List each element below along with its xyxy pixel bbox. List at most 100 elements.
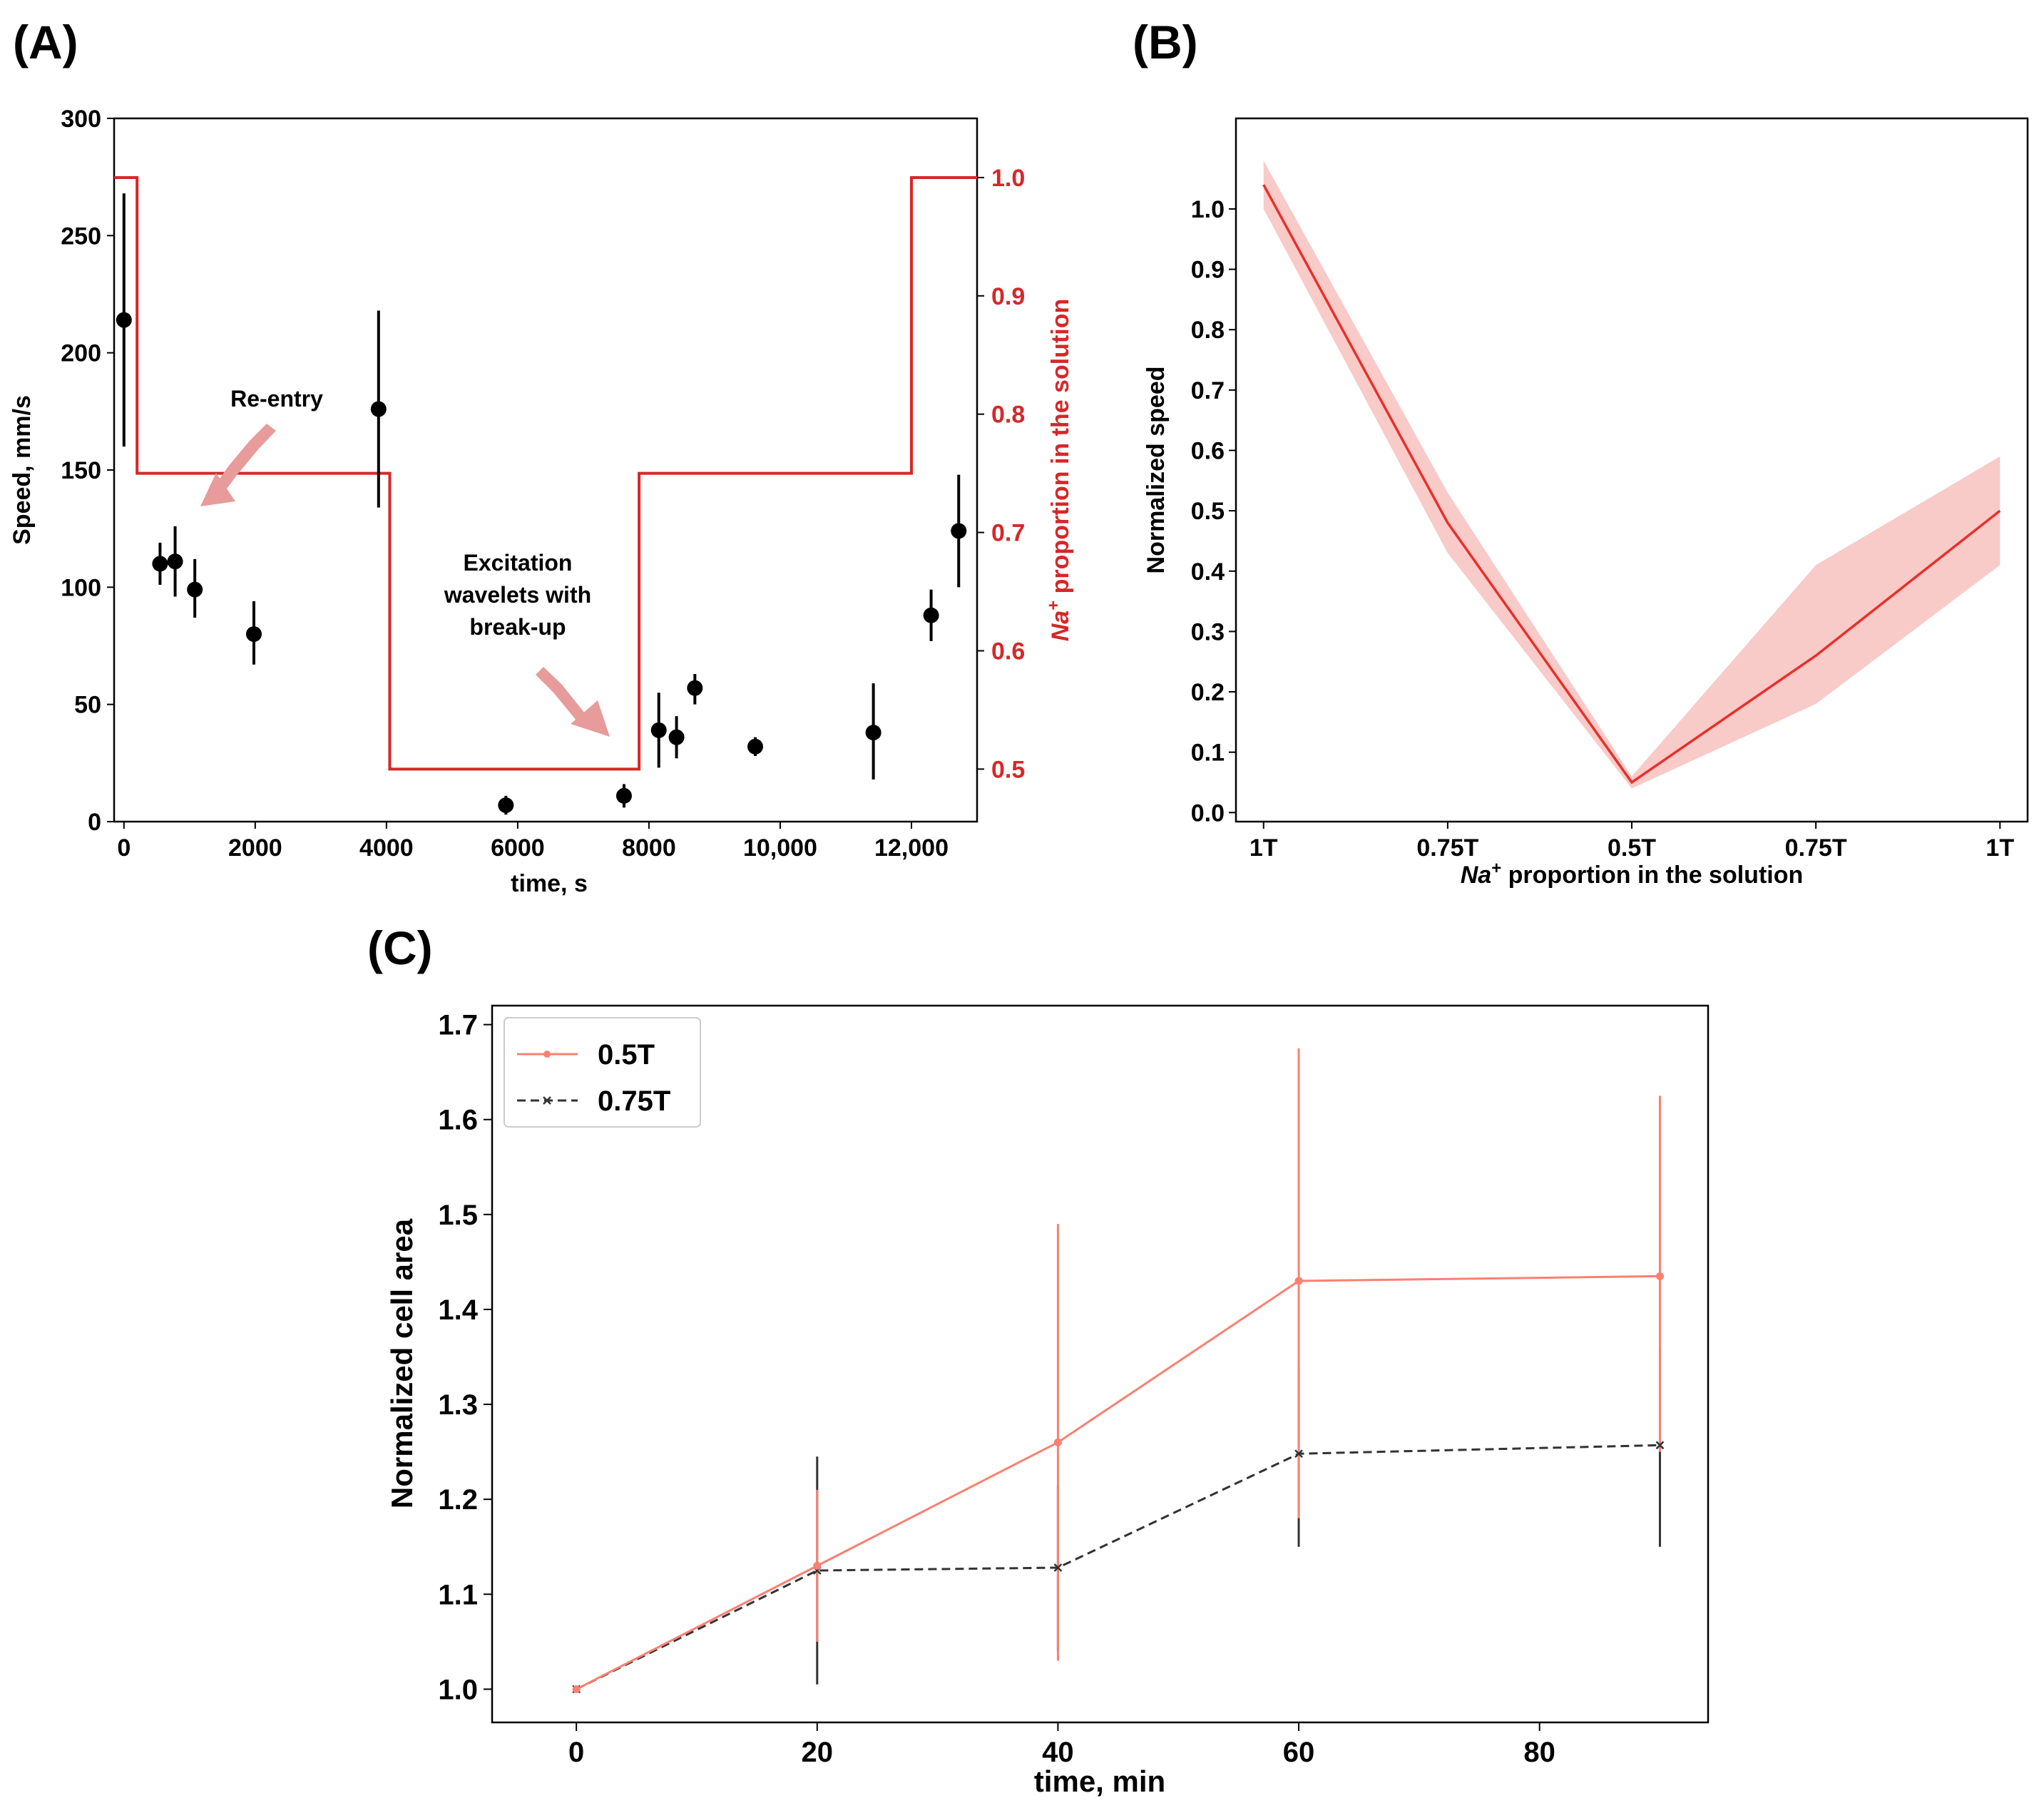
panel-a-y-axis-label: Speed, mm/s: [9, 395, 36, 545]
legend-marker-0-5t: [543, 1051, 551, 1058]
speed-point: [152, 556, 168, 572]
panel-a-frame: [113, 117, 978, 823]
panel-c-label: (C): [367, 921, 433, 974]
c-ytick-label: 1.0: [438, 1674, 478, 1705]
panel-b-x-label-na: Na: [1461, 862, 1491, 889]
panel-b-series: [1262, 160, 2001, 789]
panel-a-y2-label-sup: +: [1044, 601, 1063, 611]
c-xtick-label: 0: [568, 1737, 584, 1768]
c-xtick-label: 80: [1523, 1737, 1555, 1768]
panel-b-y-axis-label: Normalized speed: [1143, 367, 1170, 574]
panel-a-label: (A): [13, 16, 78, 68]
panel-c-ticks: 0 20 40 60 80 1.0 1.1 1.2 1.3 1.4 1.5 1.6 1.7: [438, 1010, 1555, 1768]
b-xtick-label: 1T: [1986, 834, 2014, 862]
re-entry-annotation: Re-entry: [230, 386, 323, 412]
c-ytick-label: 1.2: [438, 1484, 478, 1516]
a-y2tick-label: 0.6: [991, 638, 1025, 665]
b-xtick-label: 0.75T: [1785, 834, 1847, 862]
marker-0-75t: [1053, 1563, 1063, 1572]
b-ytick-label: 0.8: [1191, 317, 1225, 344]
speed-point: [167, 553, 183, 570]
panel-a-ticks: 0 2000 4000 6000 8000 10,000 12,000 0 50 100 150 20…: [61, 106, 1025, 862]
speed-confidence-band: [1263, 160, 2000, 789]
speed-point: [951, 523, 967, 539]
re-entry-arrow-head: [200, 473, 235, 506]
panel-b-x-axis-label: Na+ proportion in the solution: [1461, 859, 1804, 889]
speed-point: [687, 680, 703, 696]
legend-label-0-75t: 0.75T: [598, 1086, 670, 1117]
excitation-annotation-line-1: Excitation: [464, 550, 573, 576]
b-xtick-label: 0.75T: [1416, 834, 1478, 862]
marker-0-5t: [1655, 1272, 1664, 1280]
panel-a-y2-label-rest: proportion in the solution: [1047, 299, 1074, 601]
marker-0-5t: [1294, 1277, 1303, 1285]
speed-point: [923, 607, 939, 623]
c-xtick-label: 60: [1283, 1737, 1315, 1768]
panel-b-label: (B): [1133, 16, 1198, 68]
a-xtick-label: 8000: [622, 834, 676, 862]
legend-label-0-5t: 0.5T: [598, 1039, 655, 1071]
normalized-speed-line: [1262, 184, 2001, 785]
a-xtick-label: 12,000: [874, 834, 949, 862]
a-y2tick-label: 1.0: [991, 165, 1025, 192]
a-xtick-label: 4000: [359, 834, 414, 862]
panel-c-y-axis-label: Normalized cell area: [385, 1218, 419, 1508]
panel-c-frame: [491, 1004, 1710, 1724]
a-xtick-label: 10,000: [743, 834, 817, 862]
speed-point: [245, 626, 262, 643]
marker-0-5t: [1053, 1438, 1062, 1446]
marker-0-5t: [572, 1685, 581, 1693]
b-ytick-label: 0.0: [1191, 800, 1225, 827]
series-line-0-75t: [576, 1444, 1660, 1690]
a-ytick-label: 300: [61, 106, 101, 133]
c-xtick-label: 20: [802, 1737, 834, 1768]
panel-a-step-series: [114, 175, 977, 771]
panel-a-y2-label-na: Na: [1047, 611, 1074, 641]
panel-c: (C) 0 20 40 60 80 1.0 1.1 1.2 1.3 1.4 1.5 1.6 1.7 0.…: [367, 921, 1710, 1798]
b-ytick-label: 0.7: [1191, 377, 1225, 404]
marker-0-75t: [1294, 1449, 1303, 1459]
panel-a: (A) 0 2000 4000 6000 8000 10,000 12,000 0 50 100 1…: [9, 16, 1074, 897]
legend-box: [504, 1017, 701, 1128]
c-ytick-label: 1.4: [438, 1294, 478, 1326]
a-xtick-label: 2000: [228, 834, 282, 862]
legend-marker-0-75t: [543, 1096, 551, 1105]
b-ytick-label: 0.4: [1191, 558, 1225, 586]
speed-point: [116, 312, 132, 328]
b-ytick-label: 0.5: [1191, 498, 1225, 525]
excitation-arrow-head: [571, 700, 610, 737]
marker-0-75t: [1655, 1441, 1665, 1450]
panel-b-x-label-sup: +: [1491, 859, 1501, 878]
speed-point: [668, 729, 685, 745]
b-ytick-label: 0.3: [1191, 618, 1225, 645]
a-ytick-label: 250: [61, 223, 101, 250]
a-ytick-label: 200: [61, 340, 101, 367]
excitation-annotation-line-3: break-up: [469, 614, 566, 640]
speed-point: [370, 401, 387, 417]
c-ytick-label: 1.6: [438, 1105, 478, 1136]
b-ytick-label: 0.1: [1191, 740, 1225, 767]
na-proportion-step-line: [114, 175, 977, 771]
b-xtick-label: 0.5T: [1608, 834, 1656, 862]
a-ytick-label: 100: [61, 574, 101, 601]
series-line-0-5t: [576, 1275, 1660, 1690]
c-ytick-label: 1.3: [438, 1389, 478, 1421]
panel-a-points: [116, 193, 967, 815]
a-xtick-label: 0: [117, 834, 131, 862]
a-y2tick-label: 0.5: [991, 756, 1025, 783]
panel-c-legend: 0.5T 0.75T: [504, 1017, 701, 1128]
excitation-arrow: [536, 667, 585, 720]
panel-c-x-axis-label: time, min: [1034, 1764, 1165, 1798]
b-xtick-label: 1T: [1250, 834, 1278, 862]
b-ytick-label: 0.9: [1191, 257, 1225, 284]
a-ytick-label: 50: [74, 692, 101, 719]
a-ytick-label: 150: [61, 457, 101, 484]
c-ytick-label: 1.5: [438, 1200, 478, 1231]
b-ytick-label: 1.0: [1191, 196, 1225, 223]
a-y2tick-label: 0.7: [991, 520, 1025, 547]
b-ytick-label: 0.2: [1191, 679, 1225, 706]
panel-b-frame: [1235, 117, 2029, 823]
panel-b-ticks: 1T 0.75T 0.5T 0.75T 1T 0.0 0.1 0.2 0.3 0.4 0.5 0.6 0…: [1191, 196, 2015, 862]
a-xtick-label: 6000: [491, 834, 545, 862]
